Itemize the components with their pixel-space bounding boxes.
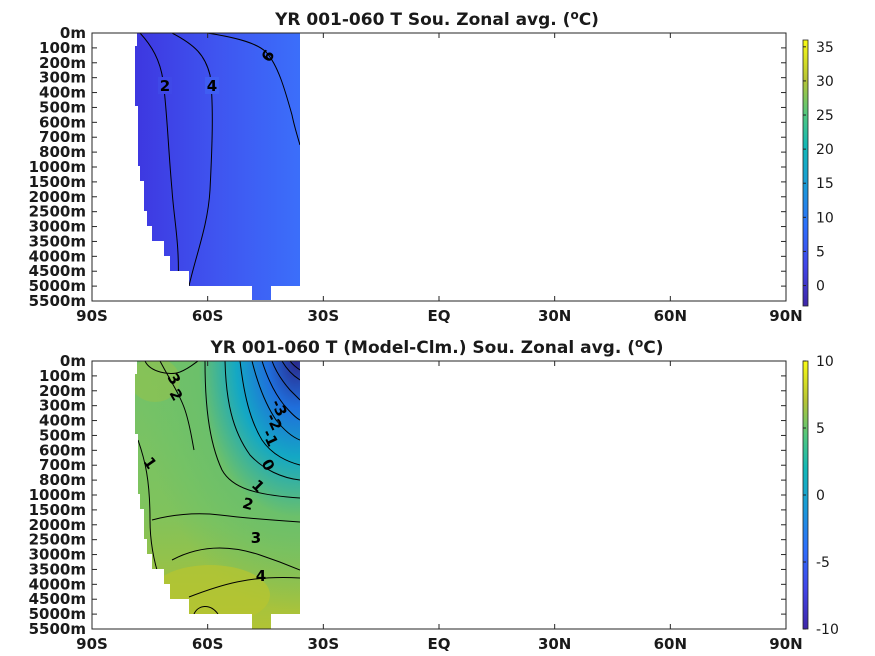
contour-label: 4 [207,77,217,95]
colorbar-tick-label: 20 [816,142,834,158]
colorbar-top [802,39,809,307]
colorbar-tick-label: -5 [816,555,830,571]
y-tick-label: 800m [39,471,86,489]
contour-label: 3 [251,529,261,547]
colorbar-tick-label: 25 [816,108,834,124]
contour-labels-top: 2 4 6 [158,47,278,95]
colorbar-tick-label: 0 [816,488,825,504]
x-tick-label: 30S [307,307,339,325]
y-tick-label: 0m [60,24,86,42]
x-tick-label: 30N [538,635,571,653]
y-tick-label: 2500m [29,531,86,549]
y-tick-label: 800m [39,143,86,161]
y-tick-label: 3500m [29,232,86,250]
y-tick-label: 4000m [29,247,86,265]
contour-label-bg [205,77,219,94]
x-tick-label: 90N [769,307,802,325]
colorbar-ticks-bottom: 10 5 0 -5 -10 [803,354,839,638]
x-axis-bottom: 90S 60S 30S EQ 30N 60N 90N [76,361,803,653]
colorbar-tick-label: 10 [816,354,834,370]
x-tick-label: EQ [428,307,451,325]
x-tick-label: 30S [307,635,339,653]
y-tick-label: 200m [39,54,86,72]
panel-bottom: YR 001-060 T (Model-Clm.) Sou. Zonal avg… [29,336,839,653]
y-tick-label: 1500m [29,501,86,519]
x-tick-label: 60S [192,635,224,653]
y-tick-label: 5000m [29,605,86,623]
y-tick-label: 2000m [29,188,86,206]
y-tick-label: 400m [39,84,86,102]
colorbar-tick-label: 30 [816,74,834,90]
x-tick-label: 60N [654,635,687,653]
y-tick-label: 5000m [29,277,86,295]
contour-label: 4 [256,567,266,585]
x-tick-label: 90S [76,635,108,653]
y-tick-label: 4000m [29,575,86,593]
y-tick-label: 2500m [29,203,86,221]
y-tick-label: 100m [39,39,86,57]
heatmap-fill-bottom [135,361,300,629]
x-tick-label: 30N [538,307,571,325]
y-tick-label: 700m [39,128,86,146]
x-tick-label: EQ [428,635,451,653]
contour-label: -2 [262,411,285,434]
contour-label-bg [158,77,172,94]
y-tick-label: 500m [39,98,86,116]
y-tick-label: 3000m [29,218,86,236]
contour-2 [139,33,179,287]
y-tick-label: 4500m [29,590,86,608]
y-tick-label: 400m [39,412,86,430]
y-tick-label: 1500m [29,173,86,191]
y-tick-label: 300m [39,397,86,415]
x-tick-label: 60S [192,307,224,325]
y-tick-label: 200m [39,382,86,400]
y-tick-label: 5500m [29,292,86,310]
y-axis-bottom: 0m100m200m300m400m500m600m700m800m1000m1… [29,352,786,638]
y-tick-label: 3000m [29,546,86,564]
y-tick-label: 5500m [29,620,86,638]
contour-label: 2 [160,77,170,95]
colorbar-tick-label: 5 [816,244,825,260]
panel-top: YR 001-060 T Sou. Zonal avg. (oC) 2 4 6 … [29,8,834,325]
y-tick-label: 100m [39,367,86,385]
x-tick-label: 90N [769,635,802,653]
y-tick-label: 500m [39,426,86,444]
y-tick-label: 1000m [29,486,86,504]
y-tick-label: 600m [39,113,86,131]
contour-label: -1 [258,427,281,450]
heatmap-fill-top [135,33,300,300]
colorbar-tick-label: -10 [816,622,839,638]
y-tick-label: 700m [39,456,86,474]
colorbar-tick-label: 35 [816,40,834,56]
contours-bottom [137,361,300,615]
contour-label: -3 [267,397,290,420]
y-axis-top: 0m100m200m300m400m500m600m700m800m1000m1… [29,24,786,310]
chart-title-top: YR 001-060 T Sou. Zonal avg. (oC) [274,8,599,30]
x-tick-label: 60N [654,307,687,325]
colorbar-tick-label: 5 [816,421,825,437]
contour-6 [206,33,300,146]
colorbar-tick-label: 0 [816,279,825,295]
contour-label: 2 [241,494,256,514]
y-tick-label: 1000m [29,158,86,176]
colorbar-tick-label: 15 [816,176,834,192]
x-tick-label: 90S [76,307,108,325]
colorbar-tick-label: 10 [816,210,834,226]
y-tick-label: 4500m [29,262,86,280]
y-tick-label: 600m [39,441,86,459]
y-tick-label: 300m [39,69,86,87]
contour-4 [171,33,213,287]
x-axis-top: 90S 60S 30S EQ 30N 60N 90N [76,33,803,325]
y-tick-label: 0m [60,352,86,370]
colorbar-ticks-top: 0 5 10 15 20 25 30 35 [803,40,834,295]
y-tick-label: 2000m [29,516,86,534]
chart-title-bottom: YR 001-060 T (Model-Clm.) Sou. Zonal avg… [210,336,664,358]
y-tick-label: 3500m [29,560,86,578]
